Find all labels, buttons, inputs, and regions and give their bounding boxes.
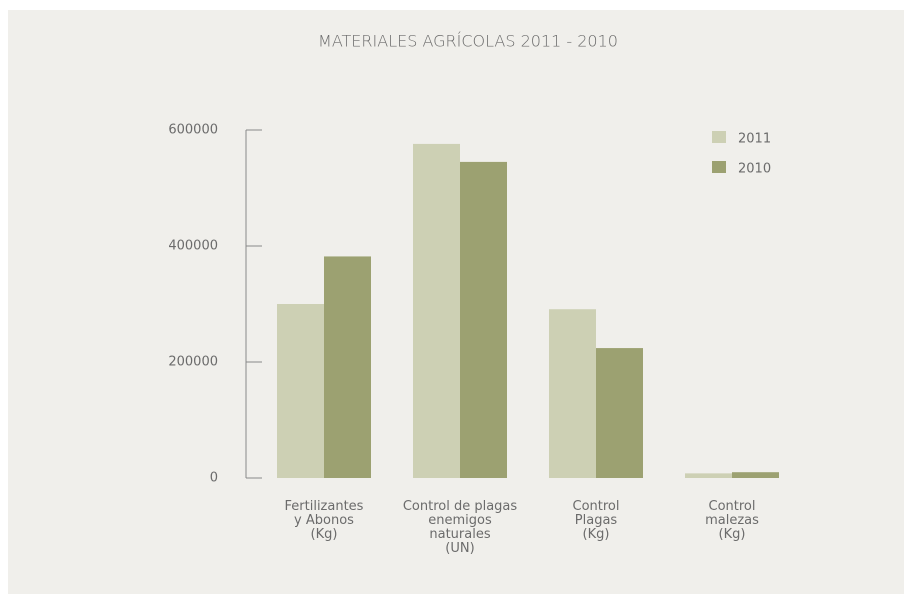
legend-swatch [712,161,726,173]
bar [277,304,324,478]
legend-label: 2011 [738,132,771,147]
legend-swatch [712,131,726,143]
y-tick-label: 400000 [168,239,218,254]
x-tick-label: Fertilizantes y Abonos (Kg) [285,499,364,542]
x-tick-label: Control Plagas (Kg) [573,499,620,542]
legend-label: 2010 [738,162,771,177]
y-tick-label: 600000 [168,123,218,138]
x-tick-label: Control de plagas enemigos naturales (UN) [403,499,518,556]
y-tick-label: 200000 [168,355,218,370]
chart-title: MATERIALES AGRÍCOLAS 2011 - 2010 [318,32,618,51]
bar [413,143,460,479]
bar [732,472,779,478]
x-tick-label: Control malezas (Kg) [705,499,759,542]
bar [549,309,596,478]
y-tick-label: 0 [210,471,218,486]
bar [596,348,643,478]
bar [324,256,371,478]
bar [685,473,732,478]
bar [460,161,507,478]
